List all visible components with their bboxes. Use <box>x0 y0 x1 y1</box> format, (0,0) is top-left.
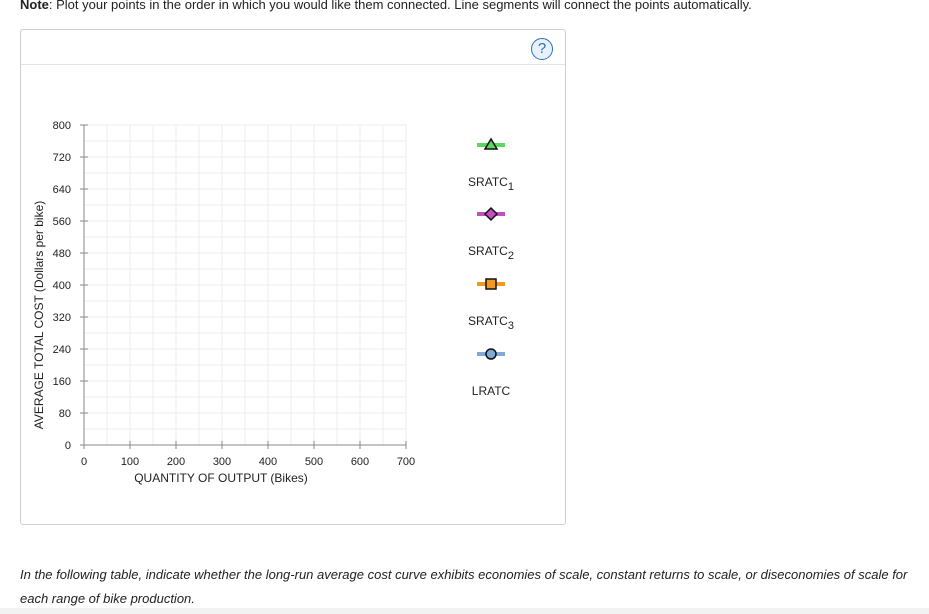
note-body: : Plot your points in the order in which… <box>48 0 752 12</box>
tool-sratc3[interactable]: SRATC3 <box>468 278 514 332</box>
y-tick-label: 160 <box>53 376 71 388</box>
x-tick-label: 600 <box>351 456 369 468</box>
tool-sratc2[interactable]: SRATC2 <box>468 206 514 262</box>
note-text: Note: Plot your points in the order in w… <box>20 0 920 12</box>
legend-name: LRATC <box>472 384 511 398</box>
cost-graph[interactable]: 0 80 160 240 320 400 480 560 640 720 800 0 100 200 300… <box>21 30 565 524</box>
bottom-strip <box>0 608 929 614</box>
circle-icon <box>485 348 497 360</box>
tool-lratc[interactable]: LRATC <box>472 348 511 398</box>
y-axis-title: AVERAGE TOTAL COST (Dollars per bike) <box>32 201 46 430</box>
panel-header <box>21 30 565 65</box>
legend-subscript: 1 <box>508 181 514 193</box>
x-tick-label: 0 <box>81 456 87 468</box>
triangle-icon <box>483 137 499 150</box>
x-tick-label: 500 <box>305 456 323 468</box>
legend-name: SRATC <box>468 314 508 328</box>
legend-name: SRATC <box>468 175 508 189</box>
legend-subscript: 2 <box>508 250 514 262</box>
y-tick-label: 720 <box>53 152 71 164</box>
tool-sratc1[interactable]: SRATC1 <box>468 137 514 193</box>
help-icon[interactable]: ? <box>531 38 553 60</box>
legend-subscript: 3 <box>508 320 514 332</box>
x-axis-title: QUANTITY OF OUTPUT (Bikes) <box>134 471 308 485</box>
diamond-icon <box>483 206 499 222</box>
y-tick-label: 560 <box>53 216 71 228</box>
x-tick-label: 700 <box>397 456 415 468</box>
legend-label: LRATC <box>472 384 511 398</box>
x-tick-label: 100 <box>121 456 139 468</box>
y-tick-label: 320 <box>53 312 71 324</box>
y-tick-label: 240 <box>53 344 71 356</box>
x-tick-label: 300 <box>213 456 231 468</box>
graph-panel: ? 0 80 160 240 320 400 480 560 640 720 800 0 100 200 3… <box>20 29 566 525</box>
grid <box>83 124 407 446</box>
note-prefix: Note <box>20 0 49 12</box>
y-tick-label: 400 <box>53 280 71 292</box>
y-tick-label: 800 <box>53 120 71 132</box>
legend-name: SRATC <box>468 244 508 258</box>
y-tick-label: 640 <box>53 184 71 196</box>
x-tick-label: 200 <box>167 456 185 468</box>
square-icon <box>485 278 497 290</box>
legend-label: SRATC3 <box>468 314 514 332</box>
legend-label: SRATC2 <box>468 244 514 262</box>
y-tick-label: 0 <box>65 440 71 452</box>
y-tick-label: 80 <box>59 408 71 420</box>
x-tick-label: 400 <box>259 456 277 468</box>
legend-label: SRATC1 <box>468 175 514 193</box>
y-tick-label: 480 <box>53 248 71 260</box>
table-instruction: In the following table, indicate whether… <box>20 567 908 606</box>
